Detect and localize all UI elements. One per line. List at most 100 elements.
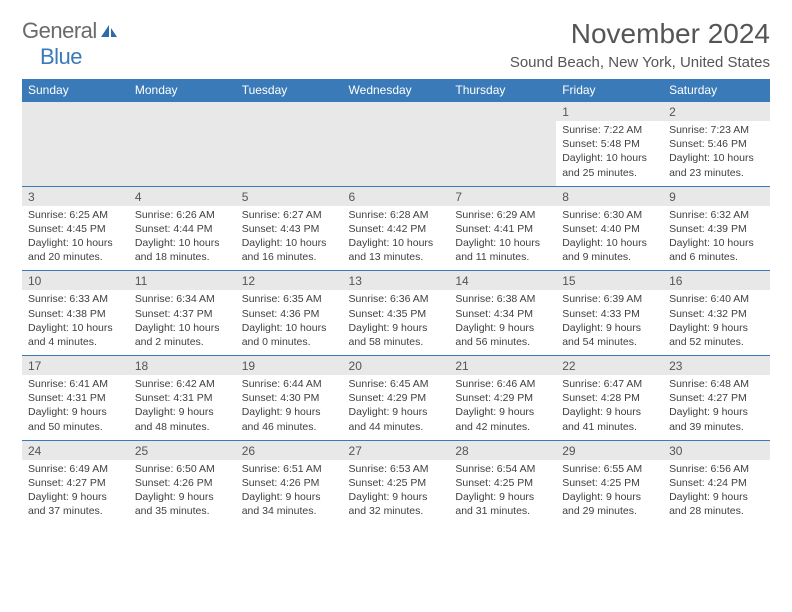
day-cell: Sunrise: 6:26 AMSunset: 4:44 PMDaylight:…: [129, 206, 236, 271]
d1-text: Daylight: 10 hours: [562, 236, 657, 250]
sunrise-text: Sunrise: 6:49 AM: [28, 462, 123, 476]
d1-text: Daylight: 10 hours: [455, 236, 550, 250]
day-cell: Sunrise: 6:42 AMSunset: 4:31 PMDaylight:…: [129, 375, 236, 440]
sunrise-text: Sunrise: 6:27 AM: [242, 208, 337, 222]
day-cell: Sunrise: 6:44 AMSunset: 4:30 PMDaylight:…: [236, 375, 343, 440]
day-number: 30: [663, 440, 770, 460]
day-number: 14: [449, 271, 556, 291]
sunrise-text: Sunrise: 6:35 AM: [242, 292, 337, 306]
d1-text: Daylight: 9 hours: [242, 405, 337, 419]
day-number: 10: [22, 271, 129, 291]
day-number: 3: [22, 186, 129, 206]
sunset-text: Sunset: 4:38 PM: [28, 307, 123, 321]
week-number-row: 24252627282930: [22, 440, 770, 460]
sunrise-text: Sunrise: 6:33 AM: [28, 292, 123, 306]
day-number: 1: [556, 102, 663, 122]
d1-text: Daylight: 10 hours: [135, 321, 230, 335]
sunset-text: Sunset: 4:26 PM: [242, 476, 337, 490]
day-cell: Sunrise: 6:38 AMSunset: 4:34 PMDaylight:…: [449, 290, 556, 355]
day-number: 9: [663, 186, 770, 206]
week-content-row: Sunrise: 6:49 AMSunset: 4:27 PMDaylight:…: [22, 460, 770, 525]
sunset-text: Sunset: 4:43 PM: [242, 222, 337, 236]
day-number: [129, 102, 236, 122]
d1-text: Daylight: 10 hours: [242, 321, 337, 335]
sunrise-text: Sunrise: 6:39 AM: [562, 292, 657, 306]
day-cell: Sunrise: 6:45 AMSunset: 4:29 PMDaylight:…: [343, 375, 450, 440]
day-cell: Sunrise: 6:33 AMSunset: 4:38 PMDaylight:…: [22, 290, 129, 355]
day-cell: Sunrise: 6:27 AMSunset: 4:43 PMDaylight:…: [236, 206, 343, 271]
day-number: 18: [129, 356, 236, 376]
week-content-row: Sunrise: 7:22 AMSunset: 5:48 PMDaylight:…: [22, 121, 770, 186]
d2-text: and 13 minutes.: [349, 250, 444, 264]
day-number: 23: [663, 356, 770, 376]
day-number: 29: [556, 440, 663, 460]
sunrise-text: Sunrise: 6:38 AM: [455, 292, 550, 306]
header: General Blue November 2024 Sound Beach, …: [22, 18, 770, 71]
d1-text: Daylight: 10 hours: [28, 321, 123, 335]
d2-text: and 56 minutes.: [455, 335, 550, 349]
d1-text: Daylight: 9 hours: [455, 405, 550, 419]
day-cell: Sunrise: 6:32 AMSunset: 4:39 PMDaylight:…: [663, 206, 770, 271]
sunrise-text: Sunrise: 6:50 AM: [135, 462, 230, 476]
day-cell: Sunrise: 6:54 AMSunset: 4:25 PMDaylight:…: [449, 460, 556, 525]
sunrise-text: Sunrise: 6:48 AM: [669, 377, 764, 391]
sunrise-text: Sunrise: 6:46 AM: [455, 377, 550, 391]
d2-text: and 41 minutes.: [562, 420, 657, 434]
sunset-text: Sunset: 4:25 PM: [562, 476, 657, 490]
day-number: 16: [663, 271, 770, 291]
sunset-text: Sunset: 4:29 PM: [349, 391, 444, 405]
day-cell: [236, 121, 343, 186]
day-cell: [129, 121, 236, 186]
sunrise-text: Sunrise: 6:51 AM: [242, 462, 337, 476]
day-number: [449, 102, 556, 122]
d1-text: Daylight: 9 hours: [28, 405, 123, 419]
day-cell: Sunrise: 6:55 AMSunset: 4:25 PMDaylight:…: [556, 460, 663, 525]
sunrise-text: Sunrise: 6:41 AM: [28, 377, 123, 391]
title-block: November 2024 Sound Beach, New York, Uni…: [510, 18, 770, 71]
sunset-text: Sunset: 5:46 PM: [669, 137, 764, 151]
sunset-text: Sunset: 4:32 PM: [669, 307, 764, 321]
sunset-text: Sunset: 4:40 PM: [562, 222, 657, 236]
day-cell: Sunrise: 6:53 AMSunset: 4:25 PMDaylight:…: [343, 460, 450, 525]
logo-line2: Blue: [40, 44, 82, 69]
sunrise-text: Sunrise: 6:29 AM: [455, 208, 550, 222]
d2-text: and 48 minutes.: [135, 420, 230, 434]
sunset-text: Sunset: 4:27 PM: [28, 476, 123, 490]
day-number: 26: [236, 440, 343, 460]
day-number: 19: [236, 356, 343, 376]
sunrise-text: Sunrise: 6:28 AM: [349, 208, 444, 222]
day-number: 2: [663, 102, 770, 122]
month-title: November 2024: [510, 18, 770, 50]
day-header: Wednesday: [343, 79, 450, 102]
sunrise-text: Sunrise: 6:44 AM: [242, 377, 337, 391]
d2-text: and 31 minutes.: [455, 504, 550, 518]
day-number: 17: [22, 356, 129, 376]
d2-text: and 18 minutes.: [135, 250, 230, 264]
d2-text: and 0 minutes.: [242, 335, 337, 349]
day-header: Tuesday: [236, 79, 343, 102]
sunset-text: Sunset: 4:27 PM: [669, 391, 764, 405]
day-cell: Sunrise: 6:56 AMSunset: 4:24 PMDaylight:…: [663, 460, 770, 525]
d2-text: and 6 minutes.: [669, 250, 764, 264]
sunset-text: Sunset: 4:24 PM: [669, 476, 764, 490]
d2-text: and 37 minutes.: [28, 504, 123, 518]
location: Sound Beach, New York, United States: [510, 54, 770, 71]
d2-text: and 54 minutes.: [562, 335, 657, 349]
sunrise-text: Sunrise: 6:32 AM: [669, 208, 764, 222]
d2-text: and 4 minutes.: [28, 335, 123, 349]
day-number: [22, 102, 129, 122]
logo-line1: General: [22, 18, 97, 43]
sunset-text: Sunset: 4:29 PM: [455, 391, 550, 405]
sunset-text: Sunset: 4:45 PM: [28, 222, 123, 236]
d1-text: Daylight: 9 hours: [242, 490, 337, 504]
d1-text: Daylight: 9 hours: [28, 490, 123, 504]
d1-text: Daylight: 9 hours: [349, 490, 444, 504]
d1-text: Daylight: 9 hours: [135, 490, 230, 504]
day-number: 11: [129, 271, 236, 291]
d2-text: and 20 minutes.: [28, 250, 123, 264]
sunrise-text: Sunrise: 6:45 AM: [349, 377, 444, 391]
day-header: Friday: [556, 79, 663, 102]
sunrise-text: Sunrise: 6:36 AM: [349, 292, 444, 306]
day-cell: Sunrise: 7:23 AMSunset: 5:46 PMDaylight:…: [663, 121, 770, 186]
day-header: Sunday: [22, 79, 129, 102]
